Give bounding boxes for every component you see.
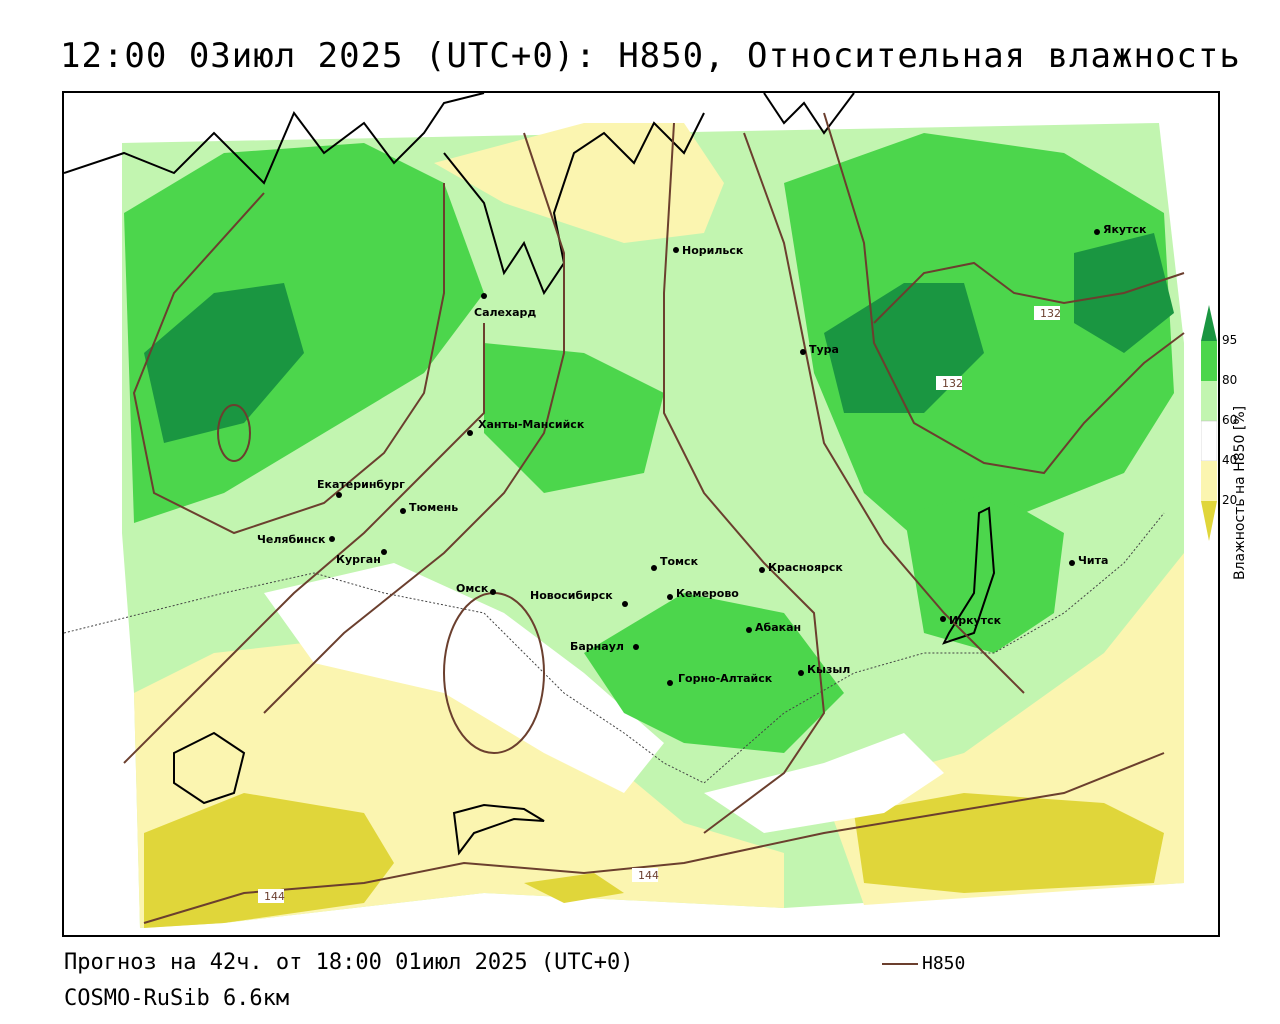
- coastline-balkhash: [452, 803, 545, 856]
- city-khanty-mansiysk: Ханты-Мансийск: [467, 418, 585, 436]
- city-chita: Чита: [1069, 554, 1108, 567]
- svg-text:Кызыл: Кызыл: [807, 663, 850, 676]
- svg-text:Тура: Тура: [809, 343, 839, 356]
- lake-baikal: [942, 506, 996, 645]
- very-dry-zone-3: [524, 873, 624, 903]
- city-barnaul: Барнаул: [570, 640, 639, 653]
- city-gorno-altaysk: Горно-Алтайск: [667, 672, 773, 686]
- svg-text:132: 132: [942, 377, 963, 390]
- isoline-h850-6: [823, 112, 1185, 475]
- colorbar-title: Влажность на H850 [%]: [1232, 405, 1248, 580]
- colorbar-tick-95: 95: [1222, 333, 1238, 347]
- neutral-zone-1: [264, 563, 664, 793]
- dry-zone-north: [434, 123, 724, 243]
- isoline-h850-2: [123, 323, 485, 764]
- isoline-h850-5: [743, 132, 1025, 694]
- svg-text:Челябинск: Челябинск: [257, 533, 326, 546]
- colorbar-tick-60: 60: [1222, 413, 1238, 427]
- city-krasnoyarsk: Красноярск: [759, 561, 843, 574]
- svg-text:Красноярск: Красноярск: [768, 561, 843, 574]
- city-chelyabinsk: Челябинск: [257, 533, 335, 546]
- colorbar-tick-20: 20: [1222, 493, 1238, 507]
- city-kurgan: Курган: [336, 549, 387, 566]
- isoline-h850-3: [263, 132, 565, 714]
- svg-text:Абакан: Абакан: [755, 621, 801, 634]
- isoline-h850-4: [663, 122, 826, 834]
- svg-text:Барнаул: Барнаул: [570, 640, 624, 653]
- city-kyzyl: Кызыл: [798, 663, 850, 676]
- coastline-yamal: [443, 112, 705, 296]
- colorbar-tick-40: 40: [1222, 453, 1238, 467]
- isoline-labels: 132 132 144 144: [258, 306, 1061, 903]
- wet-zone-south: [584, 593, 844, 753]
- svg-text:Ханты-Мансийск: Ханты-Мансийск: [478, 418, 585, 431]
- svg-text:132: 132: [1040, 307, 1061, 320]
- isoline-h850-1: [132, 183, 445, 535]
- svg-text:Томск: Томск: [660, 555, 699, 568]
- city-tyumen: Тюмень: [400, 501, 458, 514]
- humidity-colorbar: [1201, 305, 1217, 541]
- forecast-map[interactable]: 132 132 144 144 Якутск Норильск Салехард…: [62, 91, 1220, 937]
- svg-text:Салехард: Салехард: [474, 306, 536, 319]
- coastline-arctic: [64, 93, 485, 185]
- colorbar-tick-80: 80: [1222, 373, 1238, 387]
- city-markers: Якутск Норильск Салехард Тура Ханты-Манс…: [257, 223, 1147, 686]
- city-salekhard: Салехард: [474, 293, 536, 319]
- svg-text:Новосибирск: Новосибирск: [530, 589, 613, 602]
- model-name: COSMO-RuSib 6.6км: [64, 986, 290, 1011]
- city-irkutsk: Иркутск: [940, 614, 1002, 627]
- svg-text:Омск: Омск: [456, 582, 489, 595]
- svg-text:Горно-Алтайск: Горно-Алтайск: [678, 672, 773, 685]
- very-dry-zone-2: [854, 793, 1164, 893]
- city-tomsk: Томск: [651, 555, 699, 571]
- neutral-zone-2: [704, 733, 944, 833]
- svg-text:Кемерово: Кемерово: [676, 587, 739, 600]
- city-norilsk: Норильск: [673, 244, 744, 257]
- isoline-closed-urals: [217, 404, 251, 462]
- svg-text:Тюмень: Тюмень: [409, 501, 458, 514]
- svg-text:Якутск: Якутск: [1103, 223, 1147, 236]
- svg-text:144: 144: [264, 890, 285, 903]
- very-dry-zone-1: [144, 793, 394, 928]
- city-yekaterinburg: Екатеринбург: [317, 478, 405, 498]
- very-wet-zone-1: [144, 283, 304, 443]
- city-tura: Тура: [800, 343, 839, 356]
- city-kemerovo: Кемерово: [667, 587, 739, 600]
- city-yakutsk: Якутск: [1094, 223, 1147, 236]
- forecast-info: Прогноз на 42ч. от 18:00 01июл 2025 (UTC…: [64, 950, 634, 975]
- coastline-caspian: [173, 731, 246, 805]
- svg-text:Иркутск: Иркутск: [949, 614, 1002, 627]
- svg-text:144: 144: [638, 869, 659, 882]
- svg-text:Курган: Курган: [336, 553, 381, 566]
- city-omsk: Омск: [456, 582, 496, 595]
- city-novosibirsk: Новосибирск: [530, 589, 628, 607]
- map-title: 12:00 03июл 2025 (UTC+0): H850, Относите…: [60, 36, 1241, 76]
- border-south: [64, 512, 1165, 784]
- svg-text:Чита: Чита: [1078, 554, 1108, 567]
- h850-legend-line: [882, 963, 918, 965]
- coastline-taimyr: [763, 93, 855, 135]
- h850-legend-label: H850: [922, 953, 966, 974]
- isoline-h850-132: [873, 261, 1185, 324]
- map-canvas: 132 132 144 144 Якутск Норильск Салехард…: [64, 93, 1185, 928]
- city-abakan: Абакан: [746, 621, 801, 634]
- svg-text:Норильск: Норильск: [682, 244, 744, 257]
- svg-text:Екатеринбург: Екатеринбург: [317, 478, 405, 491]
